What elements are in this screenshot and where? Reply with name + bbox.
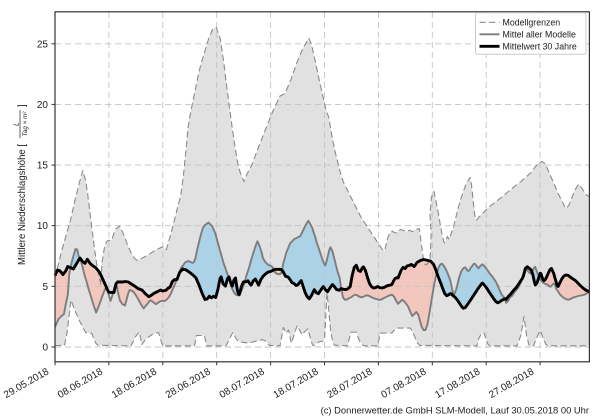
svg-text:(c) Donnerwetter.de GmbH SLM-M: (c) Donnerwetter.de GmbH SLM-Modell, Lau… (321, 405, 589, 416)
svg-text:Mittlere Niederschlagshöhe [: Mittlere Niederschlagshöhe [ (17, 144, 28, 265)
svg-text:Modellgrenzen: Modellgrenzen (503, 18, 561, 28)
svg-text:]: ] (17, 104, 28, 107)
svg-text:15: 15 (37, 161, 49, 172)
svg-text:5: 5 (42, 282, 48, 293)
svg-text:10: 10 (37, 221, 49, 232)
svg-text:25: 25 (37, 39, 49, 50)
svg-text:Mittelwert 30 Jahre: Mittelwert 30 Jahre (503, 42, 577, 52)
svg-text:Tag × m²: Tag × m² (22, 111, 29, 137)
svg-text:L: L (14, 122, 21, 126)
svg-text:20: 20 (37, 100, 49, 111)
svg-text:0: 0 (42, 343, 48, 354)
svg-text:Mittel aller Modelle: Mittel aller Modelle (503, 30, 576, 40)
